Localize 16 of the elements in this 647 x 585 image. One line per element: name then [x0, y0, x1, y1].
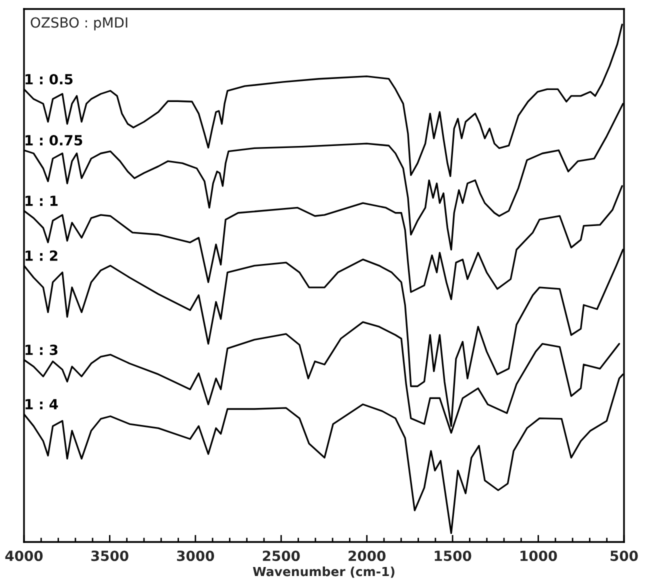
series-label: 1 : 3	[26, 344, 58, 356]
x-tick-label: 2000	[348, 550, 386, 562]
series-label: 1 : 4	[26, 399, 58, 410]
series-label: 1 : 0.75	[26, 135, 82, 146]
series-label: 1 : 0.5	[26, 74, 73, 84]
x-tick-label: 1000	[520, 550, 557, 562]
x-axis-title: Wavenumber (cm-1)	[252, 566, 394, 578]
x-tick-label: 3500	[91, 550, 128, 562]
series-label: 1 : 1	[26, 196, 58, 206]
series-label: 1 : 2	[26, 250, 58, 261]
x-tick-label: 1500	[434, 550, 472, 562]
x-tick-label: 4000	[5, 550, 43, 562]
x-tick-label: 500	[610, 550, 638, 562]
x-tick-label: 3000	[177, 550, 214, 562]
x-tick-label: 2500	[262, 550, 300, 562]
annotation: OZSBO : pMDI	[30, 17, 128, 30]
